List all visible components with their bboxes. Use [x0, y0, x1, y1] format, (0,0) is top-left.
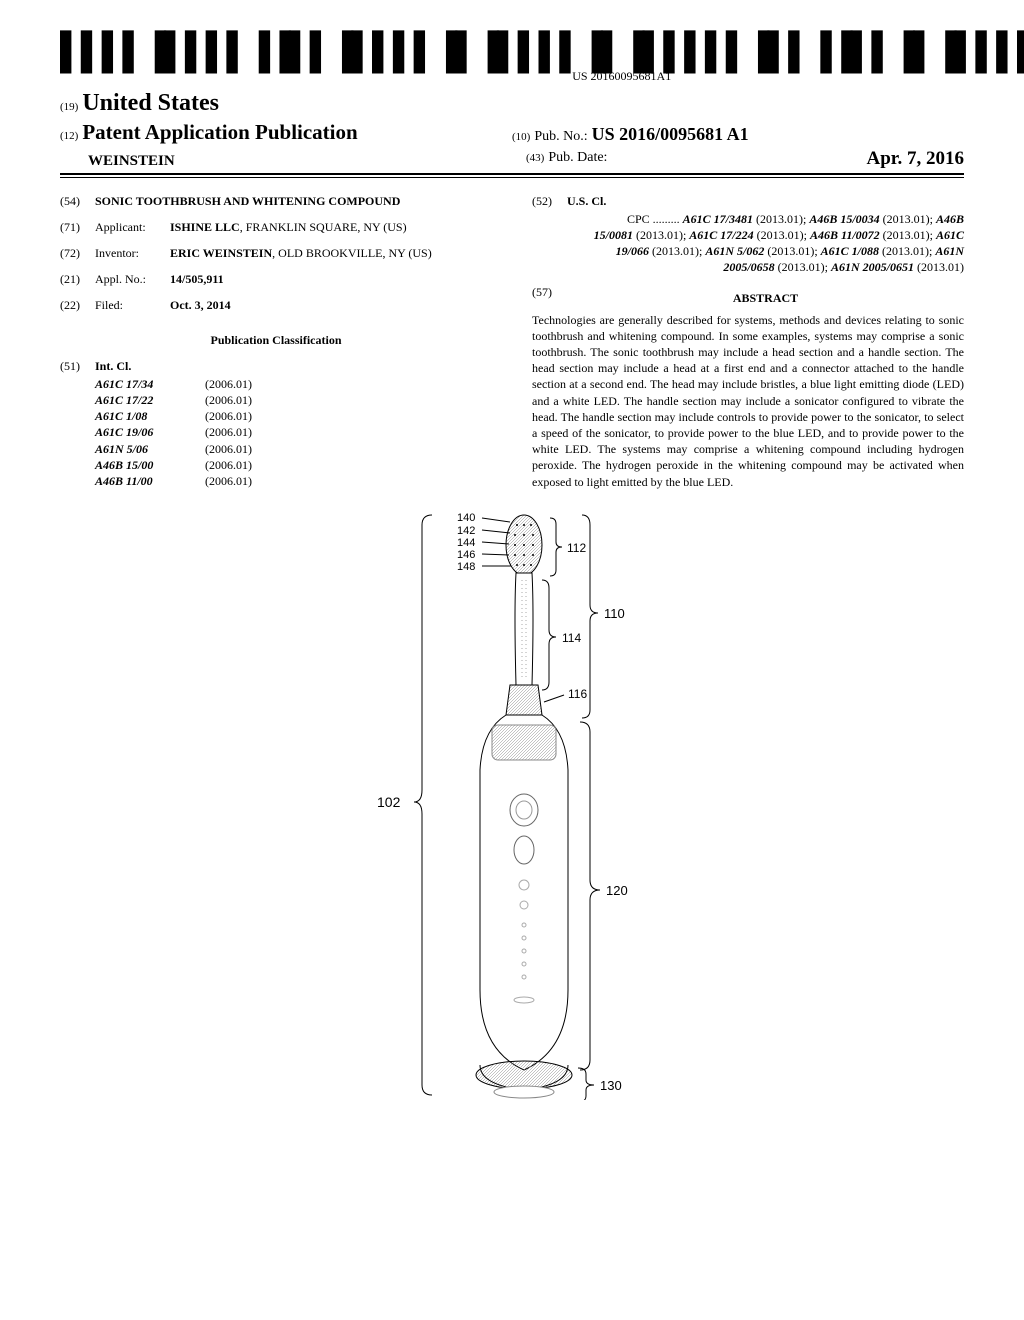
- svg-text:114: 114: [562, 631, 581, 645]
- field-54-num: (54): [60, 193, 95, 209]
- filed-label: Filed:: [95, 297, 170, 313]
- intcl-row: A61N 5/06(2006.01): [95, 441, 492, 457]
- barcode-area: ▌▌▌▌▐▌▌▌▌▐▐▌▌▐▌▌▌▌▐▌▐▌▌▌▌▐▌▐▌▌▌▌▌▐▌▌▐▐▌▌…: [60, 40, 964, 85]
- rule-top: [60, 173, 964, 175]
- invention-title: SONIC TOOTHBRUSH AND WHITENING COMPOUND: [95, 193, 492, 209]
- pub-no-label: Pub. No.:: [534, 129, 587, 144]
- rule-thin: [60, 177, 964, 178]
- abstract-text: Technologies are generally described for…: [532, 312, 964, 490]
- figure: 102 110 112 114 116 120 130 140 142 144 …: [60, 510, 964, 1105]
- int-cl-table: A61C 17/34(2006.01)A61C 17/22(2006.01)A6…: [95, 376, 492, 489]
- pub-no: US 2016/0095681 A1: [592, 124, 749, 144]
- field-19-num: (19): [60, 101, 78, 113]
- intcl-row: A61C 19/06(2006.01): [95, 424, 492, 440]
- svg-text:112: 112: [567, 541, 586, 555]
- filed-value: Oct. 3, 2014: [170, 298, 231, 312]
- applno-label: Appl. No.:: [95, 271, 170, 287]
- inventor-value: ERIC WEINSTEIN, OLD BROOKVILLE, NY (US): [170, 245, 492, 261]
- field-52: (52) U.S. Cl.: [532, 193, 964, 209]
- authors: WEINSTEIN: [88, 153, 175, 169]
- header-row-3: WEINSTEIN (43) Pub. Date: Apr. 7, 2016: [60, 148, 964, 170]
- svg-text:120: 120: [606, 883, 628, 898]
- country: United States: [82, 90, 219, 116]
- applicant-label: Applicant:: [95, 219, 170, 235]
- field-71-num: (71): [60, 219, 95, 235]
- svg-text:148: 148: [457, 561, 475, 573]
- applno-value: 14/505,911: [170, 272, 224, 286]
- field-51: (51) Int. Cl.: [60, 358, 492, 374]
- pub-date-label: Pub. Date:: [548, 150, 607, 165]
- svg-text:116: 116: [568, 687, 587, 701]
- intcl-label: Int. Cl.: [95, 359, 131, 373]
- intcl-row: A61C 17/34(2006.01): [95, 376, 492, 392]
- svg-text:110: 110: [604, 606, 625, 621]
- barcode-lines: ▌▌▌▌▐▌▌▌▌▐▐▌▌▐▌▌▌▌▐▌▐▌▌▌▌▐▌▐▌▌▌▌▌▐▌▌▐▐▌▌…: [60, 40, 1024, 67]
- applicant-value: ISHINE LLC, FRANKLIN SQUARE, NY (US): [170, 219, 492, 235]
- field-51-num: (51): [60, 358, 95, 374]
- svg-text:140: 140: [457, 512, 475, 524]
- field-22-num: (22): [60, 297, 95, 313]
- body-columns: (54) SONIC TOOTHBRUSH AND WHITENING COMP…: [60, 193, 964, 490]
- uscl-label: U.S. Cl.: [567, 194, 606, 208]
- pub-class-header: Publication Classification: [60, 332, 492, 348]
- barcode: ▌▌▌▌▐▌▌▌▌▐▐▌▌▐▌▌▌▌▐▌▐▌▌▌▌▐▌▐▌▌▌▌▌▐▌▌▐▐▌▌…: [60, 40, 1024, 84]
- toothbrush-figure: 102 110 112 114 116 120 130 140 142 144 …: [352, 510, 672, 1100]
- field-21-num: (21): [60, 271, 95, 287]
- publication-type: Patent Application Publication: [82, 120, 357, 144]
- abstract-label: ABSTRACT: [567, 290, 964, 306]
- svg-text:144: 144: [457, 537, 475, 549]
- field-22: (22) Filed: Oct. 3, 2014: [60, 297, 492, 313]
- svg-text:146: 146: [457, 549, 475, 561]
- intcl-row: A61C 17/22(2006.01): [95, 392, 492, 408]
- intcl-row: A61C 1/08(2006.01): [95, 408, 492, 424]
- header-row-2: (12) Patent Application Publication (10)…: [60, 120, 964, 145]
- intcl-row: A46B 15/00(2006.01): [95, 457, 492, 473]
- field-43-num: (43): [526, 152, 544, 164]
- pub-date: Apr. 7, 2016: [867, 148, 964, 170]
- field-57-num: (57): [532, 284, 567, 312]
- svg-text:130: 130: [600, 1078, 622, 1093]
- inventor-label: Inventor:: [95, 245, 170, 261]
- svg-text:102: 102: [377, 794, 401, 810]
- field-54: (54) SONIC TOOTHBRUSH AND WHITENING COMP…: [60, 193, 492, 209]
- field-21: (21) Appl. No.: 14/505,911: [60, 271, 492, 287]
- right-column: (52) U.S. Cl. CPC ......... A61C 17/3481…: [532, 193, 964, 490]
- field-12-num: (12): [60, 130, 78, 142]
- left-column: (54) SONIC TOOTHBRUSH AND WHITENING COMP…: [60, 193, 492, 490]
- field-57: (57) ABSTRACT: [532, 284, 964, 312]
- header-row-1: (19) United States: [60, 90, 964, 117]
- cpc-codes: CPC ......... A61C 17/3481 (2013.01); A4…: [592, 211, 964, 276]
- field-71: (71) Applicant: ISHINE LLC, FRANKLIN SQU…: [60, 219, 492, 235]
- field-72: (72) Inventor: ERIC WEINSTEIN, OLD BROOK…: [60, 245, 492, 261]
- field-10-num: (10): [512, 131, 530, 143]
- intcl-row: A46B 11/00(2006.01): [95, 473, 492, 489]
- svg-text:142: 142: [457, 525, 475, 537]
- field-72-num: (72): [60, 245, 95, 261]
- field-52-num: (52): [532, 193, 567, 209]
